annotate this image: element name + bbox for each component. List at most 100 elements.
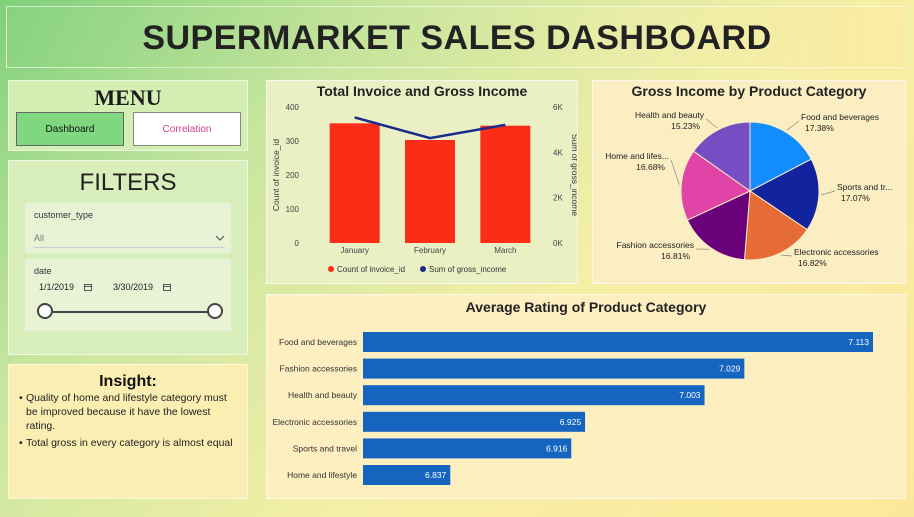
pie-slice-label: Sports and tr... — [837, 182, 892, 192]
y2-tick-label: 2K — [553, 194, 563, 203]
y2-tick-label: 4K — [553, 148, 563, 157]
rating-category-label: Food and beverages — [279, 337, 357, 347]
rating-category-label: Health and beauty — [288, 390, 358, 400]
date-end-value: 3/30/2019 — [113, 282, 154, 292]
pie-slice-label: Fashion accessories — [617, 240, 694, 250]
customer-type-slicer: customer_type All — [25, 203, 231, 253]
y2-tick-label: 0K — [553, 239, 563, 248]
invoice-bar — [405, 139, 455, 243]
rating-bar — [363, 465, 451, 485]
y-tick-label: 300 — [286, 137, 300, 146]
pie-slice-pct: 17.07% — [841, 193, 870, 203]
insight-point: Total gross in every category is almost … — [19, 436, 241, 450]
rating-category-label: Fashion accessories — [280, 364, 357, 374]
header-banner: SUPERMARKET SALES DASHBOARD — [6, 6, 908, 68]
y-axis-label: Count of invoice_id — [271, 139, 281, 212]
rating-value-label: 7.029 — [719, 364, 741, 374]
pie-slice-label: Home and lifes... — [605, 151, 669, 161]
date-range-start-handle[interactable] — [37, 303, 53, 319]
filters-title: FILTERS — [79, 169, 177, 196]
pie-slice — [692, 121, 751, 192]
rating-value-label: 7.003 — [679, 390, 701, 400]
gross-income-line — [354, 116, 506, 140]
rating-category-label: Sports and travel — [293, 443, 357, 453]
pie-slice-pct: 16.68% — [636, 162, 665, 172]
rating-bar — [363, 332, 873, 352]
rating-bar — [363, 358, 745, 379]
insight-title: Insight: — [99, 373, 157, 390]
rating-bar — [363, 385, 705, 406]
rating-bar — [363, 438, 572, 459]
pie-slice — [749, 158, 820, 231]
y-tick-label: 400 — [286, 103, 300, 112]
customer-type-label: customer_type — [34, 210, 94, 220]
pie-leader-line — [780, 254, 793, 257]
pie-slice-label: Health and beauty — [635, 110, 705, 120]
legend-label-gross: Sum of gross_income — [429, 265, 507, 274]
customer-type-value: All — [34, 233, 45, 243]
y-tick-label: 0 — [295, 239, 300, 248]
pie-leader-line — [820, 190, 836, 196]
date-end-field[interactable]: 3/30/2019 — [113, 279, 172, 295]
menu-title: MENU — [94, 85, 162, 110]
invoice-gross-chart-panel: Total Invoice and Gross Income 0 100 200 30… — [266, 80, 578, 284]
y-tick-label: 100 — [286, 205, 300, 214]
date-start-field[interactable]: 1/1/2019 — [39, 279, 93, 295]
y-tick-label: 200 — [286, 171, 300, 180]
invoice-bar — [329, 123, 380, 243]
pie-slice — [686, 190, 751, 261]
rating-chart-panel: Average Rating of Product Category Food … — [266, 294, 906, 499]
calendar-icon — [84, 284, 93, 291]
pie-slice-label: Electronic accessories — [794, 247, 879, 257]
insight-point: Quality of home and lifestyle category m… — [19, 391, 241, 433]
pie-leader-line — [670, 159, 680, 185]
pie-slice-pct: 15.23% — [671, 121, 700, 131]
customer-type-dropdown[interactable]: All — [34, 229, 225, 248]
combo-chart: 0 100 200 300 400 0K 2K 4K 6K Count of invoice_id… — [271, 103, 577, 274]
date-label: date — [34, 266, 52, 276]
legend-label-invoice: Count of invoice_id — [337, 265, 405, 274]
menu-panel: MENU Dashboard Correlation — [8, 80, 248, 151]
date-start-value: 1/1/2019 — [39, 282, 75, 292]
y2-axis-label: Sum of gross_income — [570, 134, 577, 216]
insight-list: Quality of home and lifestyle category m… — [19, 391, 241, 453]
correlation-button[interactable]: Correlation — [133, 112, 241, 146]
x-tick-label: January — [340, 246, 368, 255]
page-title: SUPERMARKET SALES DASHBOARD — [142, 19, 772, 57]
pie-slice — [749, 121, 812, 192]
rating-chart: Food and beverages 7.113 Fashion accessori… — [272, 332, 873, 485]
rating-category-label: Electronic accessories — [272, 417, 357, 427]
date-range-track[interactable] — [45, 311, 221, 313]
rating-chart-title: Average Rating of Product Category — [465, 299, 707, 315]
filters-panel: FILTERS customer_type All date 1/1/2019 … — [8, 160, 248, 355]
chevron-down-icon — [215, 235, 225, 241]
pie-chart-title: Gross Income by Product Category — [631, 83, 867, 99]
rating-value-label: 7.113 — [848, 337, 869, 347]
x-tick-label: February — [414, 246, 446, 255]
rating-value-label: 6.837 — [425, 470, 447, 480]
dashboard-button[interactable]: Dashboard — [16, 112, 124, 146]
date-range-end-handle[interactable] — [207, 303, 223, 319]
rating-bar — [363, 411, 586, 432]
rating-category-label: Home and lifestyle — [287, 470, 357, 480]
gross-income-pie-panel: Gross Income by Product Category Food an… — [592, 80, 906, 284]
rating-value-label: 6.925 — [560, 417, 582, 427]
combo-chart-title: Total Invoice and Gross Income — [316, 83, 528, 99]
pie-slice-label: Food and beverages — [801, 112, 879, 122]
pie-slice-pct: 16.82% — [798, 258, 827, 268]
pie-slice — [743, 190, 808, 261]
pie-slice-pct: 16.81% — [661, 251, 690, 261]
date-slicer: date 1/1/2019 3/30/2019 — [25, 259, 231, 331]
x-tick-label: March — [494, 246, 516, 255]
invoice-bar — [480, 125, 531, 243]
rating-value-label: 6.916 — [546, 443, 568, 453]
insight-panel: Insight: Quality of home and lifestyle c… — [8, 364, 248, 499]
pie-leader-line — [786, 120, 800, 131]
pie-slice — [680, 150, 751, 221]
y2-tick-label: 6K — [553, 103, 563, 112]
calendar-icon — [163, 284, 172, 291]
legend-marker-gross — [420, 266, 426, 272]
pie-leader-line — [705, 118, 718, 129]
legend-marker-invoice — [328, 266, 334, 272]
